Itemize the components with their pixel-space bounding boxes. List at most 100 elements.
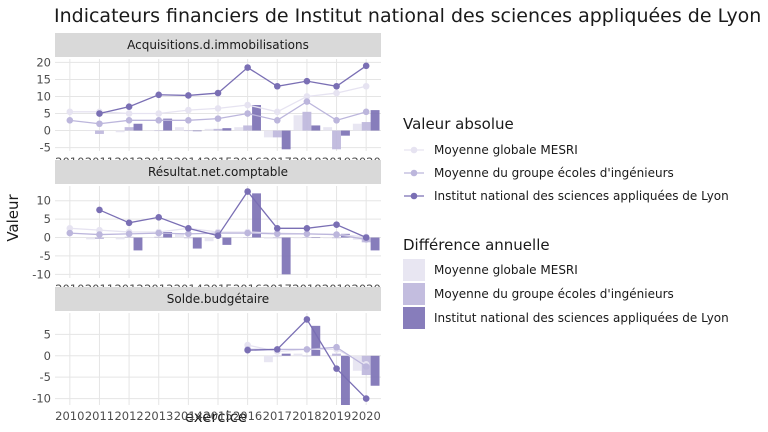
point-s3-2012 <box>125 219 133 227</box>
y-tick-label: -5 <box>40 249 51 263</box>
panel-1: Acquisitions.d.immobilisations -5 0 5 10 15 20… <box>36 33 381 169</box>
bar-s3-2017 <box>281 237 291 275</box>
bar-s2-2017 <box>272 130 282 138</box>
panel-strip-label: Solde.budgétaire <box>167 292 269 306</box>
bar-s3-2012 <box>133 123 143 131</box>
point-s3-2015 <box>214 89 222 97</box>
bar-s1-2019 <box>323 127 333 131</box>
bar-s3-2016 <box>252 193 261 238</box>
point-s3-2016 <box>244 188 251 195</box>
bar-s2-2017 <box>272 355 282 357</box>
point-s2-2014 <box>185 230 192 238</box>
bar-s2-2015 <box>213 128 223 131</box>
bar-s2-2013 <box>154 130 164 132</box>
x-tick-label: 2010 <box>55 409 84 423</box>
bar-s2-2019 <box>332 237 341 239</box>
y-tick-label: 0 <box>44 124 51 138</box>
bar-s1-2011 <box>86 130 96 132</box>
bar-s1-2014 <box>175 127 184 131</box>
bar-s2-2012 <box>124 236 134 238</box>
bar-s1-2019 <box>323 237 333 239</box>
y-tick-label: -10 <box>32 392 51 406</box>
point-s1-2016 <box>244 101 251 109</box>
panel-strip <box>55 160 381 184</box>
legend-line-item: Moyenne du groupe écoles d'ingénieurs <box>434 166 674 180</box>
bar-s2-2020 <box>361 122 371 131</box>
bar-s1-2018 <box>293 353 303 356</box>
legend-line-item: Institut national des sciences appliquée… <box>434 189 729 203</box>
point-s3-2020 <box>362 62 370 70</box>
panels: Acquisitions.d.immobilisations -5 0 5 10 15 20… <box>32 33 381 423</box>
point-s2-2018 <box>303 98 311 105</box>
point-s1-2019 <box>333 89 340 97</box>
bar-s3-2020 <box>370 355 380 386</box>
point-s3-2013 <box>155 213 163 221</box>
bar-s2-2011 <box>95 130 104 134</box>
legend-difference-annuelle: Différence annuelle Moyenne globale MESR… <box>403 236 729 329</box>
point-s1-2012 <box>125 110 133 117</box>
point-s3-2017 <box>273 225 281 232</box>
panel-2: Résultat.net.comptable-10-50510201020112… <box>32 160 381 296</box>
y-tick-label: -5 <box>40 370 51 384</box>
point-s2-2016 <box>244 229 251 237</box>
y-tick-label: 10 <box>36 89 51 103</box>
x-tick-label: 2015 <box>203 409 232 423</box>
x-tick-label: 2011 <box>85 409 114 423</box>
point-s3-2019 <box>333 82 340 90</box>
bar-s2-2018 <box>302 355 312 357</box>
bar-s1-2013 <box>145 130 155 132</box>
point-s3-2019 <box>333 221 340 228</box>
bar-s3-2020 <box>370 110 380 131</box>
point-s2-2014 <box>185 117 192 124</box>
y-tick-label: 0 <box>44 231 51 245</box>
x-tick-label: 2012 <box>114 409 143 423</box>
y-tick-label: 5 <box>44 212 51 226</box>
point-s2-2012 <box>125 230 133 238</box>
bar-s1-2014 <box>175 233 184 238</box>
bar-s1-2020 <box>352 123 362 131</box>
point-s2-2013 <box>155 229 163 237</box>
point-s2-2015 <box>214 115 222 122</box>
point-s1-2015 <box>214 105 222 112</box>
point-s3-2020 <box>362 395 370 402</box>
bar-s3-2012 <box>133 237 143 251</box>
bar-s2-2019 <box>332 353 341 356</box>
panel-strip-label: Résultat.net.comptable <box>148 165 288 179</box>
y-tick-label: 5 <box>44 107 51 121</box>
bar-s3-2013 <box>163 118 173 131</box>
point-s2-2020 <box>362 363 370 370</box>
point-s2-2018 <box>303 230 311 238</box>
bar-s1-2017 <box>263 355 273 363</box>
legend-bar-key <box>403 283 425 305</box>
bar-s2-2016 <box>243 125 253 131</box>
point-s3-2016 <box>244 346 251 354</box>
bar-s1-2018 <box>293 237 303 239</box>
bar-s3-2018 <box>311 325 321 356</box>
bar-s2-2017 <box>272 237 282 239</box>
point-s3-2018 <box>303 77 311 85</box>
point-s2-2019 <box>333 117 340 124</box>
legend-line-marker <box>410 169 418 177</box>
y-axis-label: Valeur <box>4 193 22 241</box>
point-s1-2013 <box>155 110 163 117</box>
x-axis-label: exercice <box>185 408 247 426</box>
bar-s1-2016 <box>234 127 244 131</box>
legend-bar-key <box>403 307 425 329</box>
chart-title: Indicateurs financiers de Institut natio… <box>54 5 761 27</box>
legend-bar-item: Moyenne globale MESRI <box>434 263 578 277</box>
bar-s3-2020 <box>370 237 380 251</box>
point-s3-2019 <box>333 365 340 372</box>
point-s3-2013 <box>155 91 163 99</box>
legend-bar-item: Institut national des sciences appliquée… <box>434 311 729 325</box>
bar-s2-2013 <box>154 236 164 238</box>
point-s2-2018 <box>303 346 311 353</box>
point-s3-2015 <box>214 232 222 239</box>
legend-bar-title: Différence annuelle <box>403 236 550 254</box>
point-s1-2010 <box>66 108 74 116</box>
point-s3-2011 <box>96 110 103 117</box>
legend-line-marker <box>410 192 418 200</box>
legend-bar-key <box>403 259 425 281</box>
point-s2-2019 <box>333 343 340 351</box>
y-tick-label: 20 <box>36 55 51 69</box>
point-s3-2012 <box>125 103 133 111</box>
